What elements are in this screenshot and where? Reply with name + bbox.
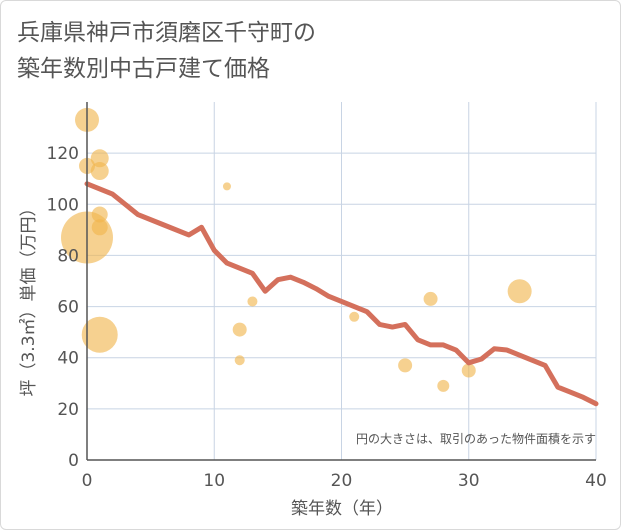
data-point [247, 296, 258, 307]
y-tick-label: 60 [57, 298, 79, 318]
y-tick-label: 80 [57, 246, 79, 266]
chart-note: 円の大きさは、取引のあった物件面積を示す [356, 431, 596, 446]
chart-title-line-2: 築年数別中古戸建て価格 [17, 56, 270, 82]
data-point [222, 182, 231, 191]
y-tick-label: 0 [68, 451, 79, 471]
chart-title: 兵庫県神戸市須磨区千守町の 築年数別中古戸建て価格 [17, 15, 316, 87]
x-tick-label: 30 [458, 471, 480, 491]
y-tick-label: 100 [47, 195, 79, 215]
data-point [349, 311, 360, 322]
x-tick-label: 20 [331, 471, 353, 491]
data-point [90, 149, 109, 168]
x-tick-label: 0 [82, 471, 93, 491]
y-tick-label: 40 [57, 349, 79, 369]
y-axis-label: 坪（3.3㎡）単価（万円） [19, 199, 39, 396]
x-tick-label: 40 [585, 471, 607, 491]
data-point [90, 162, 109, 181]
x-tick-label: 10 [203, 471, 225, 491]
data-point [461, 363, 476, 378]
y-tick-label: 20 [57, 400, 79, 420]
data-point [423, 291, 438, 306]
data-point [81, 316, 118, 353]
trend-line [84, 181, 599, 407]
data-point [91, 219, 108, 236]
data-point [507, 279, 532, 304]
y-tick-label: 120 [47, 144, 79, 164]
grid-layer [87, 102, 597, 460]
data-point [234, 355, 245, 366]
trend-layer [84, 181, 599, 407]
x-axis-label: 築年数（年） [291, 499, 393, 519]
axis-layer: 0 10 20 30 40 0 20 40 60 80 100 120 [47, 102, 607, 491]
data-point [91, 206, 108, 223]
data-point [232, 322, 247, 337]
data-point [437, 379, 450, 392]
chart-title-line-1: 兵庫県神戸市須磨区千守町の [17, 20, 316, 46]
data-point [398, 358, 413, 373]
bubble-layer [61, 107, 532, 392]
